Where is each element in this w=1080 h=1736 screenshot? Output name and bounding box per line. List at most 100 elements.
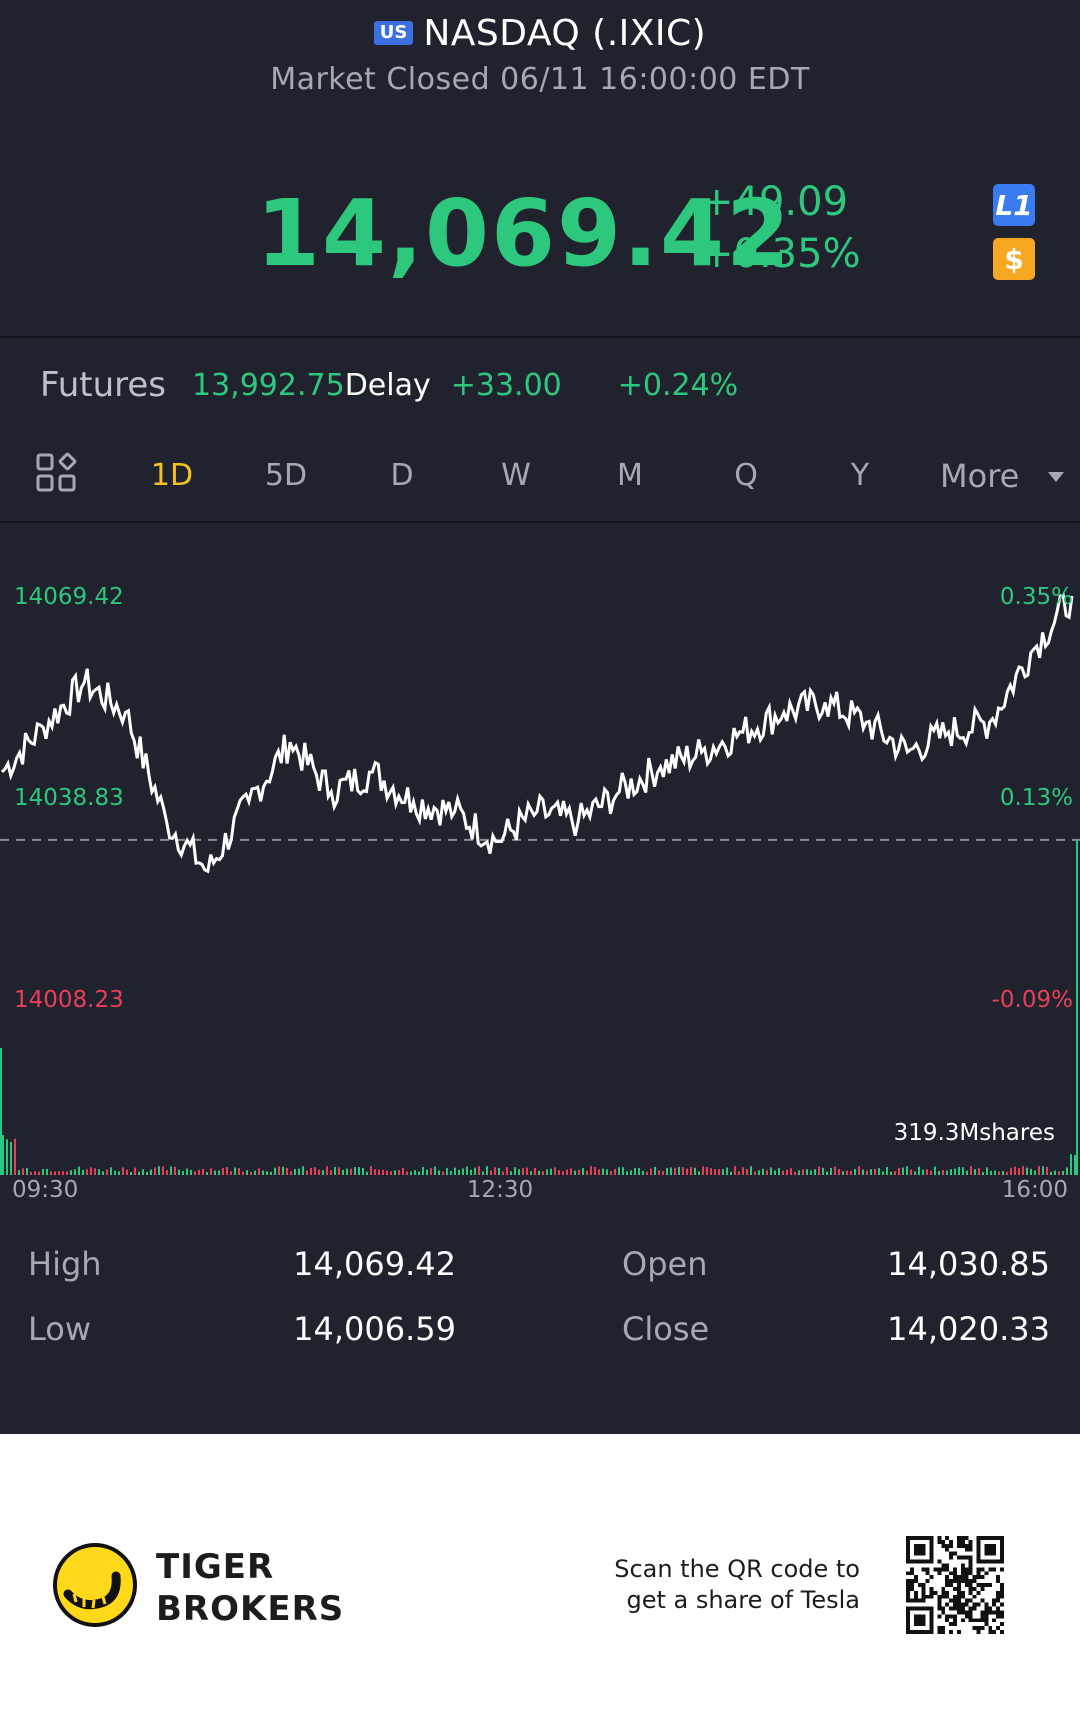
volume-bar <box>406 1171 408 1175</box>
volume-bar <box>242 1171 244 1175</box>
volume-bar <box>702 1166 704 1175</box>
volume-bar <box>694 1167 696 1175</box>
volume-bar <box>714 1169 716 1175</box>
caret-down-icon[interactable] <box>1048 472 1064 482</box>
volume-bar <box>106 1169 108 1175</box>
volume-bar <box>758 1170 760 1175</box>
brand-name: TIGER BROKERS <box>156 1546 344 1630</box>
futures-row[interactable]: Futures 13,992.75 Delay +33.00 +0.24% <box>40 360 738 410</box>
scan-line-1: Scan the QR code to <box>614 1555 860 1583</box>
volume-bar <box>402 1167 404 1175</box>
volume-bar <box>638 1167 640 1175</box>
qr-code-icon[interactable] <box>906 1536 1004 1634</box>
chart-layout-icon[interactable] <box>36 452 78 494</box>
volume-bar <box>366 1171 368 1175</box>
volume-bar <box>862 1169 864 1175</box>
futures-label: Futures <box>40 365 166 405</box>
volume-bar <box>986 1167 988 1175</box>
volume-bar <box>566 1169 568 1175</box>
dollar-icon[interactable]: $ <box>993 238 1035 280</box>
volume-bar <box>350 1168 352 1175</box>
volume-bar <box>686 1168 688 1175</box>
volume-bar <box>634 1168 636 1175</box>
volume-bar <box>446 1168 448 1175</box>
volume-bar <box>126 1169 128 1175</box>
volume-bar <box>266 1171 268 1175</box>
tab-m[interactable]: M <box>617 458 643 493</box>
volume-bar <box>250 1171 252 1175</box>
volume-bar <box>934 1166 936 1175</box>
tab-w[interactable]: W <box>501 458 531 493</box>
volume-bar <box>462 1168 464 1175</box>
divider <box>0 521 1080 523</box>
volume-bar <box>454 1167 456 1175</box>
volume-bar <box>210 1168 212 1175</box>
volume-bar <box>334 1167 336 1175</box>
volume-bar <box>930 1170 932 1175</box>
volume-bar <box>66 1171 68 1175</box>
volume-bar <box>682 1167 684 1175</box>
tab-q[interactable]: Q <box>734 458 758 493</box>
volume-bar <box>646 1171 648 1175</box>
low-value: 14,006.59 <box>293 1310 456 1348</box>
volume-bar <box>202 1168 204 1175</box>
open-label: Open <box>622 1245 708 1283</box>
volume-bar <box>590 1166 592 1175</box>
volume-bar <box>866 1170 868 1175</box>
tab-1d[interactable]: 1D <box>150 458 194 493</box>
tab-y[interactable]: Y <box>850 458 870 493</box>
volume-bar <box>62 1171 64 1175</box>
futures-price: 13,992.75 <box>192 367 345 403</box>
volume-bar <box>346 1168 348 1175</box>
volume-bar <box>858 1166 860 1175</box>
volume-bar <box>522 1167 524 1175</box>
volume-bar <box>114 1170 116 1175</box>
volume-bar <box>842 1171 844 1175</box>
volume-bar <box>726 1167 728 1175</box>
volume-bar <box>722 1169 724 1175</box>
volume-bar <box>526 1167 528 1175</box>
volume-bar <box>850 1170 852 1175</box>
volume-bar <box>518 1169 520 1175</box>
volume-bar <box>742 1167 744 1175</box>
volume-bar <box>946 1170 948 1175</box>
volume-bar <box>838 1168 840 1175</box>
volume-bar <box>666 1168 668 1175</box>
volume-bar <box>514 1167 516 1175</box>
volume-bar <box>466 1166 468 1175</box>
volume-bar <box>414 1170 416 1175</box>
period-tabs: 1D 5D D W M Q Y More <box>0 450 1080 502</box>
volume-bar <box>418 1171 420 1175</box>
high-value: 14,069.42 <box>293 1245 456 1283</box>
volume-bar <box>994 1170 996 1175</box>
volume-bar <box>894 1171 896 1175</box>
close-label: Close <box>622 1310 710 1348</box>
volume-bar <box>110 1167 112 1175</box>
more-button[interactable]: More <box>940 457 1020 495</box>
volume-bar <box>482 1171 484 1175</box>
volume-bar <box>886 1167 888 1175</box>
quote-screen: US NASDAQ (.IXIC) Market Closed 06/11 16… <box>0 0 1080 1434</box>
volume-bar <box>310 1167 312 1175</box>
volume-bar <box>274 1167 276 1175</box>
volume-bar <box>942 1169 944 1175</box>
volume-bar <box>90 1167 92 1175</box>
volume-bar <box>918 1166 920 1175</box>
tab-5d[interactable]: 5D <box>264 458 308 493</box>
volume-bar <box>782 1170 784 1175</box>
volume-bar <box>962 1167 964 1175</box>
volume-bar <box>846 1170 848 1175</box>
tab-d[interactable]: D <box>390 458 414 493</box>
time-mid-label: 12:30 <box>467 1177 533 1200</box>
volume-bar <box>698 1171 700 1175</box>
volume-bar <box>1074 1154 1076 1175</box>
intraday-chart[interactable]: 14069.42 14038.83 14008.23 0.35% 0.13% -… <box>0 523 1080 1200</box>
volume-bar <box>226 1166 228 1175</box>
axis-low-label: 14008.23 <box>14 987 124 1013</box>
volume-bar <box>470 1169 472 1175</box>
volume-bar <box>394 1170 396 1175</box>
level-1-icon[interactable]: L1 <box>993 184 1035 226</box>
volume-bar <box>258 1168 260 1175</box>
close-value: 14,020.33 <box>887 1310 1050 1348</box>
volume-bar <box>410 1171 412 1175</box>
